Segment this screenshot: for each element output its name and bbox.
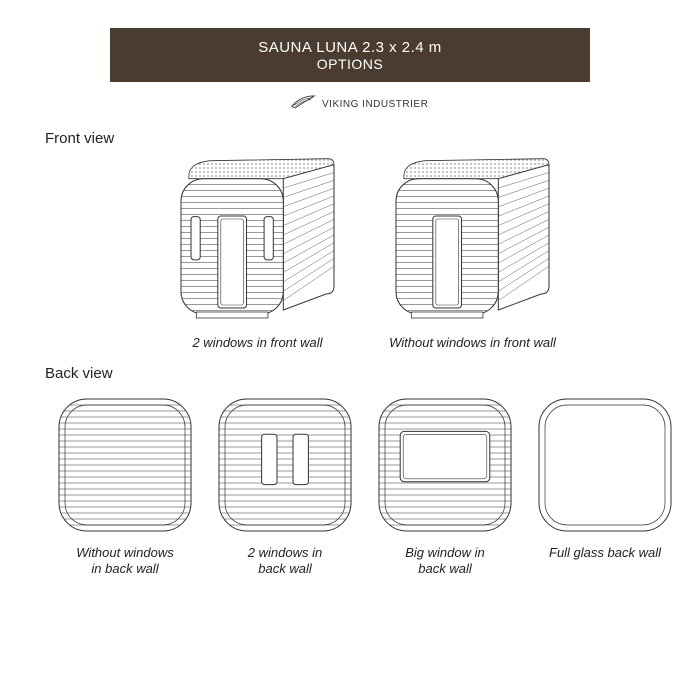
back-option-caption: Big window in back wall: [367, 545, 523, 578]
front-option-diagram: [175, 155, 340, 325]
back-option-diagram: [535, 395, 675, 540]
front-option-caption: 2 windows in front wall: [165, 335, 350, 351]
front-option-caption: Without windows in front wall: [380, 335, 565, 351]
front-option-diagram: [390, 155, 555, 325]
back-option-diagram: [215, 395, 355, 540]
back-option-diagram: [55, 395, 195, 540]
section-label-back: Back view: [45, 365, 113, 382]
logo-text: VIKING INDUSTRIER: [322, 99, 428, 110]
header-title: SAUNA LUNA 2.3 x 2.4 m: [110, 39, 590, 56]
header-subtitle: OPTIONS: [110, 56, 590, 72]
section-label-front: Front view: [45, 130, 114, 147]
back-option-caption: Without windows in back wall: [47, 545, 203, 578]
back-option-diagram: [375, 395, 515, 540]
header-band: SAUNA LUNA 2.3 x 2.4 m OPTIONS: [110, 28, 590, 82]
back-option-caption: Full glass back wall: [527, 545, 683, 561]
brand-logo: VIKING INDUSTRIER: [290, 94, 428, 115]
feather-icon: [290, 94, 316, 115]
back-option-caption: 2 windows in back wall: [207, 545, 363, 578]
